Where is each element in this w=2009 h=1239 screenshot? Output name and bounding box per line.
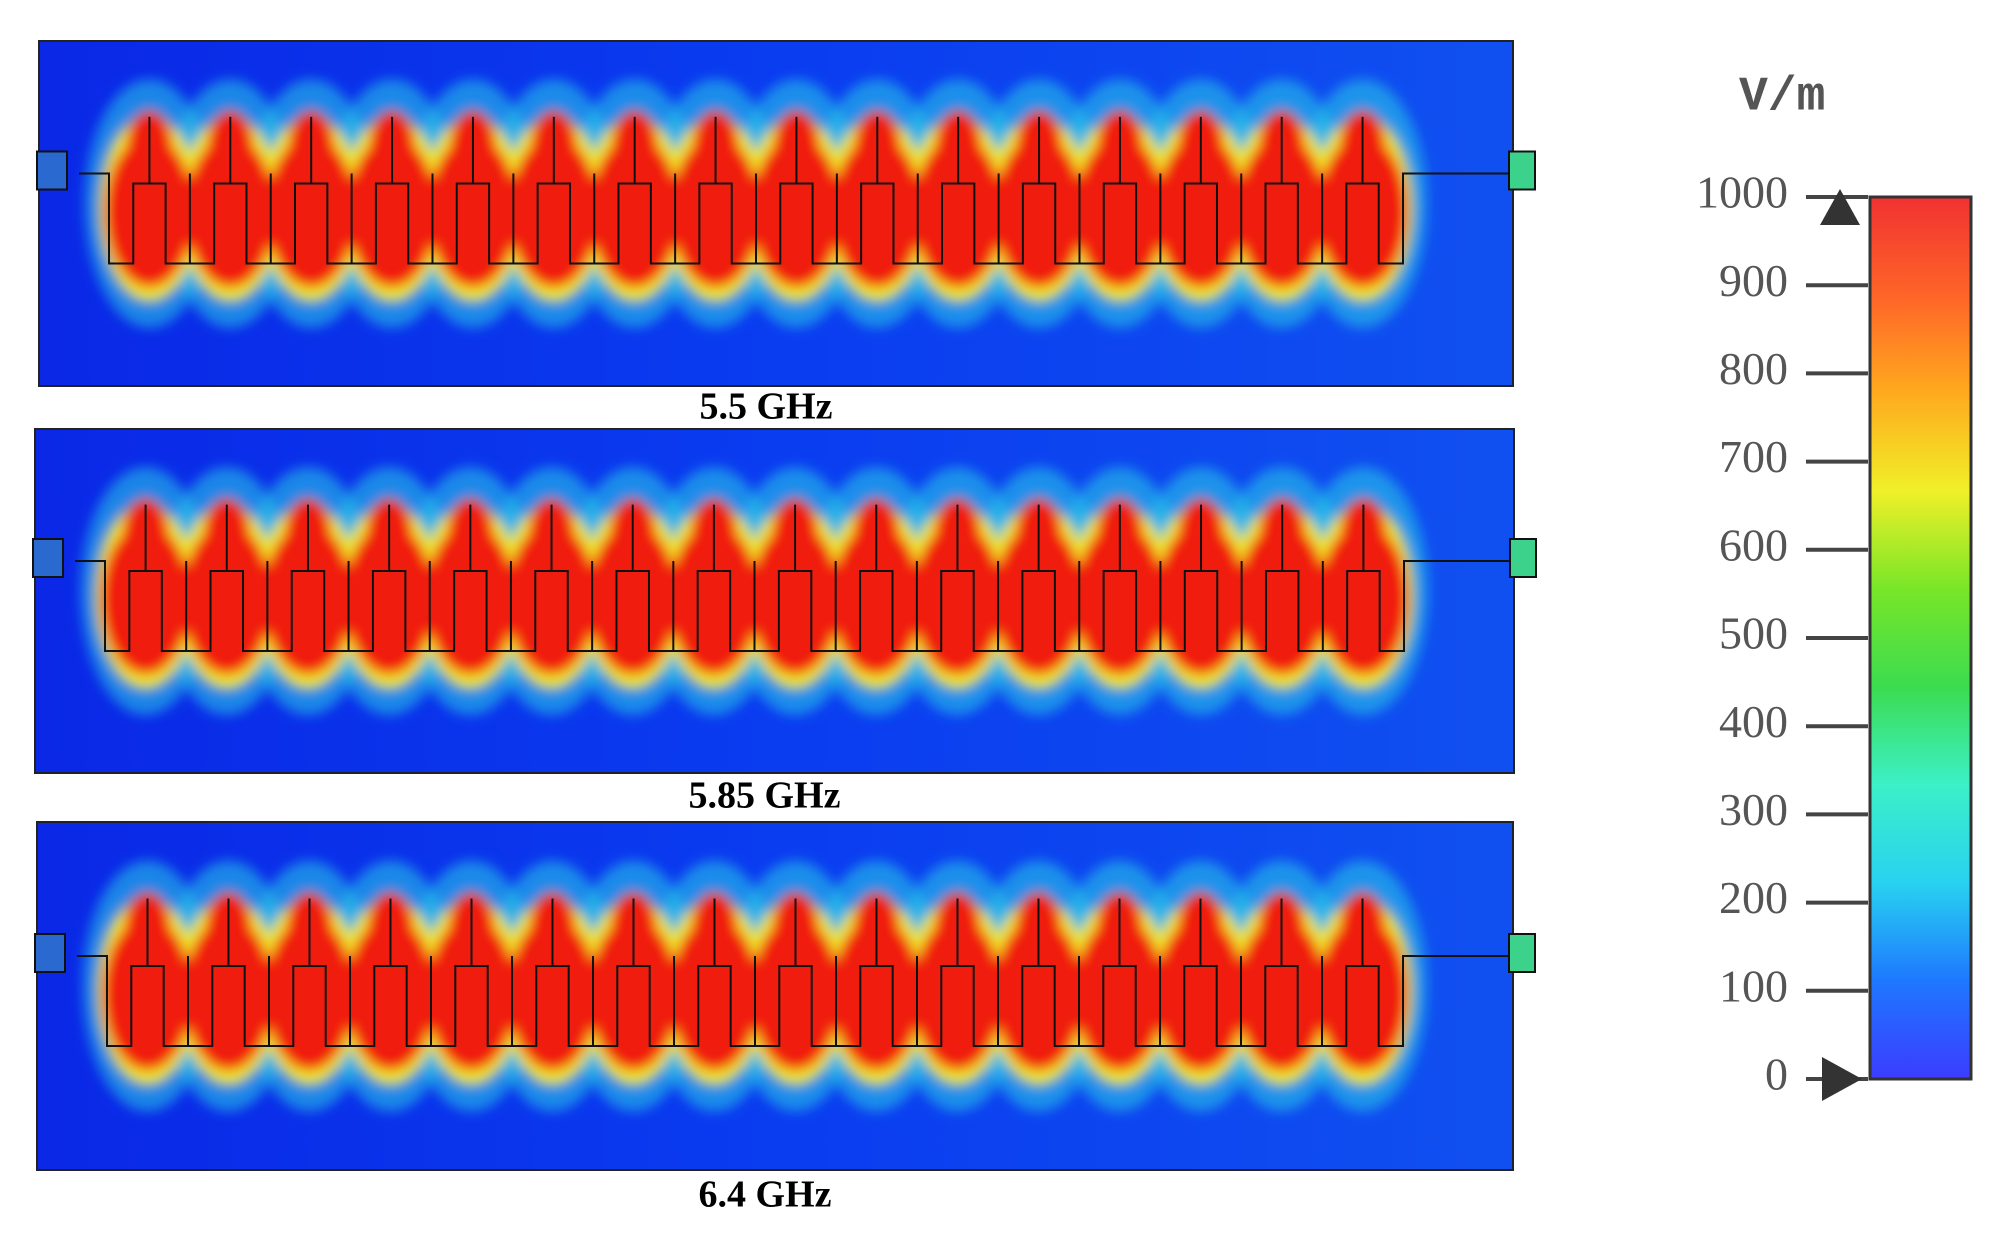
max-arrow — [1820, 189, 1860, 225]
hot — [1156, 523, 1246, 675]
port — [1508, 933, 1536, 973]
hot — [1237, 523, 1327, 675]
field-panel — [34, 821, 1536, 1171]
hot — [832, 135, 922, 288]
tick-label: 300 — [1719, 784, 1788, 835]
hot — [993, 917, 1084, 1071]
tick-label: 700 — [1719, 431, 1788, 482]
panel-label: 5.5 GHz — [700, 386, 833, 428]
field — [84, 79, 1428, 328]
hot — [751, 135, 841, 288]
hot — [183, 917, 274, 1071]
hot — [506, 523, 597, 675]
hot — [1237, 135, 1327, 288]
hot — [425, 523, 515, 675]
hot — [1155, 917, 1246, 1071]
hot — [671, 135, 761, 288]
hot — [994, 523, 1084, 675]
hot — [750, 917, 841, 1071]
hot — [1318, 523, 1409, 675]
port — [1509, 538, 1537, 578]
hot — [264, 917, 355, 1071]
hot — [263, 523, 353, 675]
tick-label: 200 — [1719, 872, 1788, 923]
hot — [1075, 523, 1165, 675]
hot — [994, 135, 1084, 288]
hot — [426, 917, 517, 1071]
field-panel — [36, 40, 1536, 387]
hot — [913, 135, 1003, 288]
hot — [1317, 917, 1408, 1071]
tick-label: 100 — [1719, 960, 1788, 1011]
colorbar — [1868, 195, 1973, 1081]
hot — [347, 135, 437, 288]
hot — [590, 135, 680, 288]
hot — [750, 523, 840, 675]
colorbar-unit: V/m — [1739, 71, 1825, 125]
panel-label: 6.4 GHz — [699, 1174, 832, 1216]
hot — [831, 917, 922, 1071]
field-panel — [32, 428, 1537, 774]
tick-label: 400 — [1719, 696, 1788, 747]
port — [32, 538, 64, 578]
hot — [669, 917, 760, 1071]
port — [34, 933, 66, 973]
port — [36, 150, 68, 191]
hot — [831, 523, 921, 675]
tick-label: 900 — [1719, 255, 1788, 306]
hot — [428, 135, 518, 288]
hot — [912, 523, 1003, 675]
tick-label: 0 — [1765, 1049, 1788, 1100]
port — [1508, 150, 1536, 191]
hot — [266, 135, 356, 288]
resonator-outline — [79, 116, 1533, 265]
hot — [104, 135, 194, 288]
hot — [100, 523, 191, 675]
field — [82, 860, 1428, 1112]
hot — [669, 523, 759, 675]
hot — [1318, 135, 1408, 288]
panel-label: 5.85 GHz — [689, 775, 841, 817]
hot — [509, 135, 599, 288]
hot — [1074, 917, 1165, 1071]
hot — [588, 523, 678, 675]
hot — [1075, 135, 1165, 288]
tick-label: 600 — [1719, 519, 1788, 570]
hot — [588, 917, 679, 1071]
resonator-outline — [77, 898, 1533, 1047]
hot — [507, 917, 598, 1071]
hot — [912, 917, 1003, 1071]
tick-label: 1000 — [1696, 167, 1788, 218]
hot — [1156, 135, 1246, 288]
resonator-outline — [75, 504, 1534, 652]
hot — [1236, 917, 1327, 1071]
hot — [185, 135, 275, 288]
tick-label: 800 — [1719, 343, 1788, 394]
hot — [344, 523, 434, 675]
hot — [102, 917, 193, 1071]
hot — [182, 523, 272, 675]
field — [80, 467, 1429, 715]
tick-label: 500 — [1719, 608, 1788, 659]
hot — [345, 917, 436, 1071]
min-arrow — [1822, 1057, 1862, 1101]
